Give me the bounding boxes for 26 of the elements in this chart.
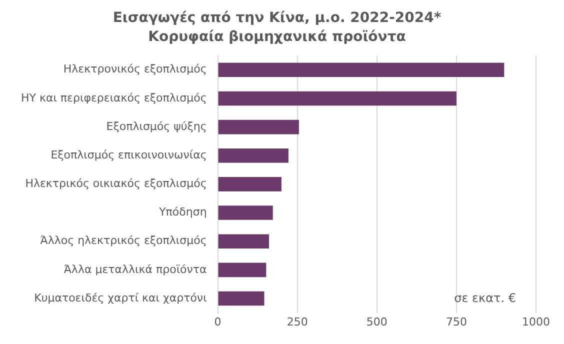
annotation: σε εκατ. € xyxy=(454,290,516,305)
bar xyxy=(218,91,456,106)
bar xyxy=(218,177,282,192)
bar xyxy=(218,234,270,248)
y-tick-label: Άλλος ηλεκτρικός εξοπλισμός xyxy=(40,234,207,248)
bar xyxy=(218,291,264,306)
x-tick-label: 0 xyxy=(214,315,222,328)
y-tick-label: Υπόδηση xyxy=(158,206,207,219)
y-tick-label: Άλλα μεταλλικά προϊόντα xyxy=(64,262,207,276)
chart-title: Εισαγωγές από την Κίνα, μ.ο. 2022-2024* xyxy=(112,10,442,26)
bar xyxy=(218,62,504,78)
bar xyxy=(218,120,299,134)
bar xyxy=(218,262,266,278)
y-tick-label: Ηλεκτρικός οικιακός εξοπλισμός xyxy=(25,177,207,190)
y-tick-label: Ηλεκτρονικός εξοπλισμός xyxy=(63,62,207,76)
bar xyxy=(218,206,273,220)
bar xyxy=(218,148,288,163)
x-tick-label: 750 xyxy=(446,315,467,328)
y-tick-label: Εξοπλισμός επικοινοινωνίας xyxy=(50,148,207,162)
x-tick-label: 250 xyxy=(286,315,308,328)
y-tick-label: ΗΥ και περιφερειακός εξοπλισμός xyxy=(20,91,207,104)
y-tick-label: Εξοπλισμός ψύξης xyxy=(106,120,207,133)
y-tick-label: Κυματοειδές χαρτί και χαρτόνι xyxy=(34,291,208,304)
x-tick-label: 1000 xyxy=(522,315,550,328)
chart-subtitle: Κορυφαία βιομηχανικά προϊόντα xyxy=(148,28,406,45)
x-tick-label: 500 xyxy=(366,315,388,328)
